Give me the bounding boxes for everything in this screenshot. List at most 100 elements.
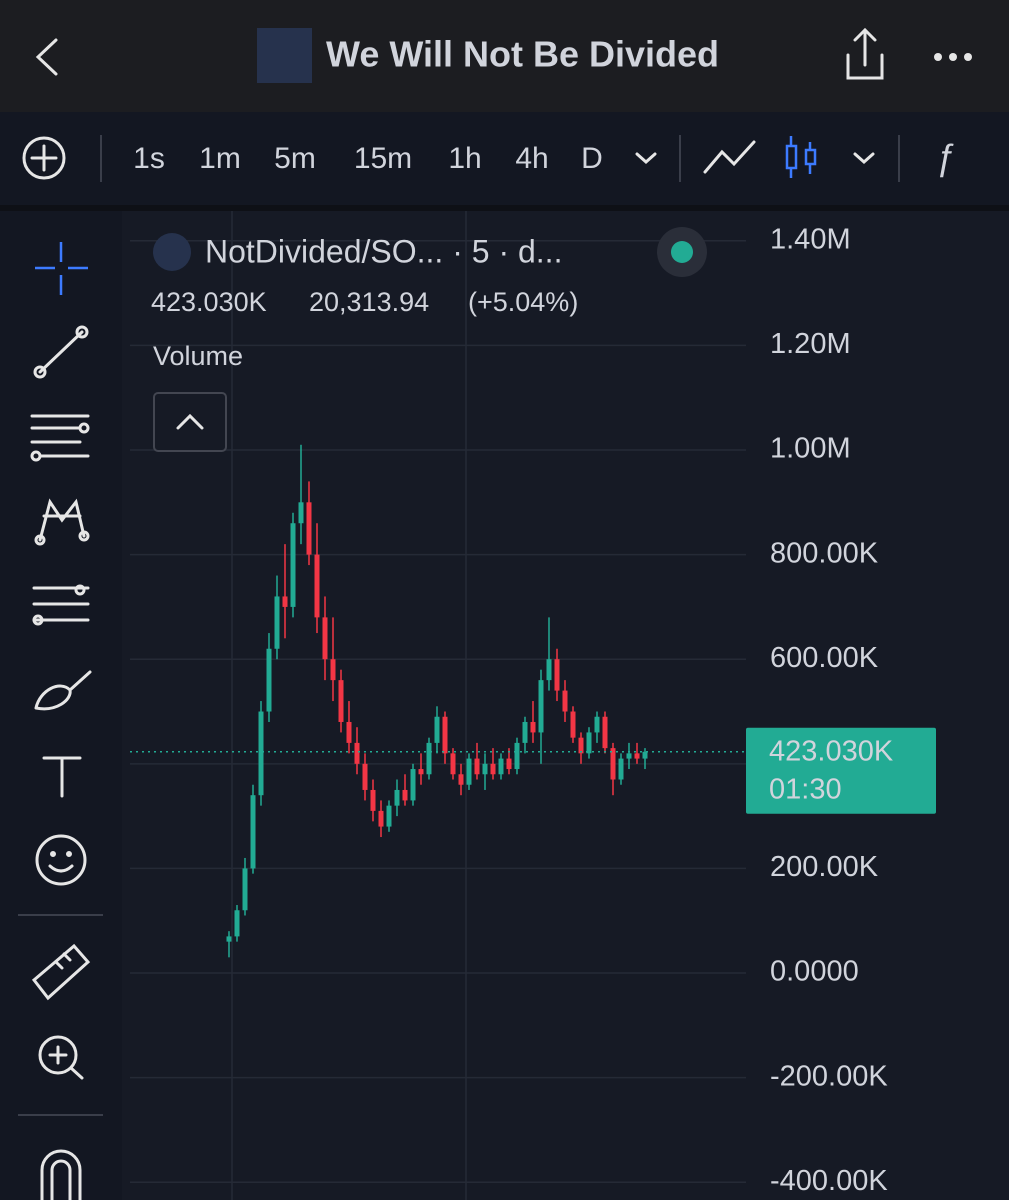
candle-body bbox=[562, 690, 568, 712]
candle-body bbox=[306, 502, 312, 555]
status-dot bbox=[671, 241, 693, 263]
candle-body bbox=[570, 711, 576, 738]
candle-body bbox=[450, 753, 456, 775]
interval-button[interactable]: 1s bbox=[133, 142, 165, 175]
candle-body bbox=[554, 659, 560, 691]
candle-body bbox=[258, 711, 264, 796]
candle-body bbox=[386, 805, 392, 827]
candle-body bbox=[490, 763, 496, 775]
candle-body bbox=[378, 810, 384, 827]
candle-body bbox=[282, 596, 288, 607]
indicator-button[interactable]: ƒ bbox=[935, 137, 955, 179]
candle-body bbox=[634, 753, 640, 759]
candle-body bbox=[466, 758, 472, 785]
symbol-name: NotDivided/SO... · 5 · d... bbox=[205, 233, 562, 269]
candle-body bbox=[610, 748, 616, 780]
candle-body bbox=[402, 789, 408, 801]
candle-body bbox=[226, 936, 232, 942]
candle-body bbox=[442, 716, 448, 754]
candle-body bbox=[274, 596, 280, 649]
candle-body bbox=[482, 763, 488, 775]
candle-body bbox=[506, 758, 512, 770]
interval-button[interactable]: 1m bbox=[199, 142, 241, 175]
candle-body bbox=[346, 721, 352, 743]
candle-body bbox=[322, 617, 328, 660]
candle-body bbox=[266, 648, 272, 712]
candle-body bbox=[250, 795, 256, 869]
header-title: We Will Not Be Divided bbox=[326, 34, 719, 75]
candle-body bbox=[234, 910, 240, 937]
candle-body bbox=[514, 742, 520, 770]
candle-body bbox=[498, 758, 504, 775]
legend-change: 20,313.94 bbox=[309, 287, 429, 317]
symbol-icon bbox=[153, 233, 191, 271]
candle-body bbox=[530, 721, 536, 733]
line-chart-button[interactable] bbox=[703, 140, 756, 174]
candle-body bbox=[298, 502, 304, 524]
more-button[interactable] bbox=[934, 53, 972, 61]
candle-body bbox=[538, 680, 544, 733]
candle-body bbox=[314, 554, 320, 618]
y-tick-label: -400.00K bbox=[770, 1165, 888, 1197]
candle-body bbox=[642, 751, 648, 759]
candle-body bbox=[426, 742, 432, 775]
candle-body bbox=[242, 868, 248, 911]
toolbar bbox=[0, 112, 1009, 205]
candle-body bbox=[626, 753, 632, 759]
plot-area bbox=[130, 211, 746, 1200]
candle-body bbox=[410, 769, 416, 801]
collapse-button[interactable] bbox=[153, 392, 227, 452]
y-tick-label: 1.00M bbox=[770, 433, 851, 465]
collapse-icon bbox=[176, 413, 204, 430]
y-tick-label: 0.0000 bbox=[770, 956, 859, 988]
candle-body bbox=[418, 769, 424, 775]
share-button[interactable] bbox=[846, 27, 884, 80]
candle-chart-button[interactable] bbox=[785, 136, 817, 178]
candle-body bbox=[594, 716, 600, 733]
last-price-box bbox=[746, 727, 936, 814]
indicator-label: Volume bbox=[153, 341, 243, 371]
candle-body bbox=[578, 737, 584, 754]
y-tick-label: 1.40M bbox=[770, 223, 851, 255]
candle-body bbox=[458, 774, 464, 785]
interval-button[interactable]: 1h bbox=[448, 142, 481, 175]
y-tick-label: 600.00K bbox=[770, 642, 879, 674]
candle-body bbox=[618, 758, 624, 780]
crosshair-tool[interactable] bbox=[35, 242, 88, 295]
back-button[interactable] bbox=[35, 38, 58, 76]
interval-dropdown[interactable] bbox=[635, 152, 657, 165]
countdown-label: 01:30 bbox=[769, 773, 842, 805]
last-price-label: 423.030K bbox=[769, 735, 894, 767]
candle-body bbox=[370, 789, 376, 811]
add-button[interactable] bbox=[22, 136, 66, 180]
candle-body bbox=[602, 716, 608, 749]
top-bar bbox=[0, 0, 1009, 112]
candle-body bbox=[586, 732, 592, 754]
candle-body bbox=[474, 758, 480, 775]
interval-button[interactable]: 5m bbox=[274, 142, 316, 175]
y-tick-label: 200.00K bbox=[770, 851, 879, 883]
legend-last: 423.030K bbox=[151, 287, 267, 317]
chart-type-dropdown[interactable] bbox=[853, 152, 875, 165]
y-tick-label: 1.20M bbox=[770, 328, 851, 360]
interval-button[interactable]: 15m bbox=[354, 142, 412, 175]
y-tick-label: 800.00K bbox=[770, 537, 879, 569]
y-tick-label: -200.00K bbox=[770, 1060, 888, 1092]
interval-button[interactable]: D bbox=[581, 142, 603, 175]
candle-body bbox=[522, 721, 528, 743]
token-icon bbox=[257, 28, 312, 83]
candle-body bbox=[434, 716, 440, 743]
legend-change-pct: (+5.04%) bbox=[468, 287, 578, 317]
candle-body bbox=[290, 523, 296, 607]
interval-button[interactable]: 4h bbox=[515, 142, 548, 175]
candle-body bbox=[362, 763, 368, 790]
candle-body bbox=[354, 742, 360, 764]
candle-body bbox=[338, 680, 344, 722]
divider bbox=[0, 205, 1009, 211]
tool-icons bbox=[30, 325, 92, 1200]
candle-body bbox=[394, 789, 400, 806]
interval-group: 1s 1m 5m 15m 1h 4h D bbox=[133, 142, 603, 175]
candle-body bbox=[330, 659, 336, 681]
